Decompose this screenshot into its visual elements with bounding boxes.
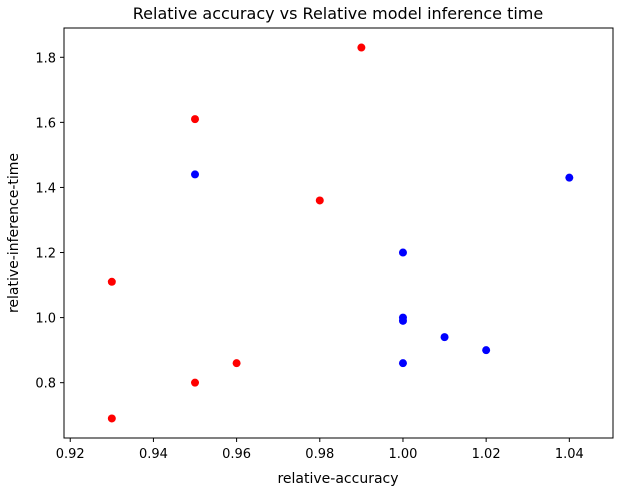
y-axis-label: relative-inference-time [6, 153, 22, 313]
blue-data-point [482, 346, 491, 355]
y-tick-label: 1.8 [35, 51, 56, 66]
x-tick-label: 1.04 [555, 447, 584, 462]
red-data-point [357, 43, 366, 52]
y-tick-label: 0.8 [35, 377, 56, 392]
x-axis-ticks: 0.92 0.94 0.96 0.98 1.00 1.02 1.04 [56, 438, 584, 462]
y-tick-label: 1.6 [35, 116, 56, 131]
blue-data-point [398, 316, 407, 325]
red-data-point [107, 277, 116, 286]
x-tick-label: 1.00 [388, 447, 417, 462]
red-data-point [107, 414, 116, 423]
blue-data-point [398, 359, 407, 368]
red-data-point [191, 115, 200, 124]
red-data-point [315, 196, 324, 205]
x-tick-label: 0.94 [139, 447, 168, 462]
chart-title: Relative accuracy vs Relative model infe… [133, 4, 543, 23]
y-tick-label: 1.0 [35, 312, 56, 327]
y-axis-ticks: 0.8 1.0 1.2 1.4 1.6 1.8 [35, 51, 64, 392]
blue-data-point [398, 248, 407, 257]
y-tick-label: 1.4 [35, 181, 56, 196]
x-axis-label: relative-accuracy [277, 471, 398, 487]
data-points [107, 43, 574, 423]
y-tick-label: 1.2 [35, 247, 56, 262]
red-data-point [232, 359, 241, 368]
red-data-point [191, 378, 200, 387]
blue-data-point [191, 170, 200, 179]
blue-data-point [565, 173, 574, 182]
plot-area-frame [63, 27, 614, 439]
x-tick-label: 0.96 [222, 447, 251, 462]
x-tick-label: 0.92 [56, 447, 85, 462]
x-tick-label: 0.98 [305, 447, 334, 462]
blue-data-point [440, 333, 449, 342]
x-tick-label: 1.02 [472, 447, 501, 462]
